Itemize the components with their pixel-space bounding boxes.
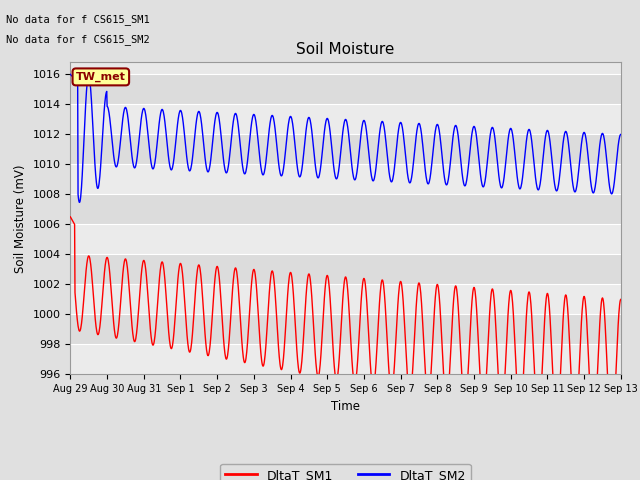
Bar [70,104,621,134]
Text: No data for f CS615_SM1: No data for f CS615_SM1 [6,14,150,25]
Bar [70,224,621,254]
Bar [70,314,621,344]
Y-axis label: Soil Moisture (mV): Soil Moisture (mV) [14,164,27,273]
Bar [70,194,621,224]
Bar [70,164,621,194]
Legend: DltaT_SM1, DltaT_SM2: DltaT_SM1, DltaT_SM2 [220,464,471,480]
Text: No data for f CS615_SM2: No data for f CS615_SM2 [6,34,150,45]
Bar [70,74,621,104]
X-axis label: Time: Time [331,400,360,413]
Bar [70,284,621,314]
Bar [70,254,621,284]
Title: Soil Moisture: Soil Moisture [296,42,395,57]
Bar [70,345,621,374]
Bar [70,134,621,164]
Text: TW_met: TW_met [76,72,126,82]
